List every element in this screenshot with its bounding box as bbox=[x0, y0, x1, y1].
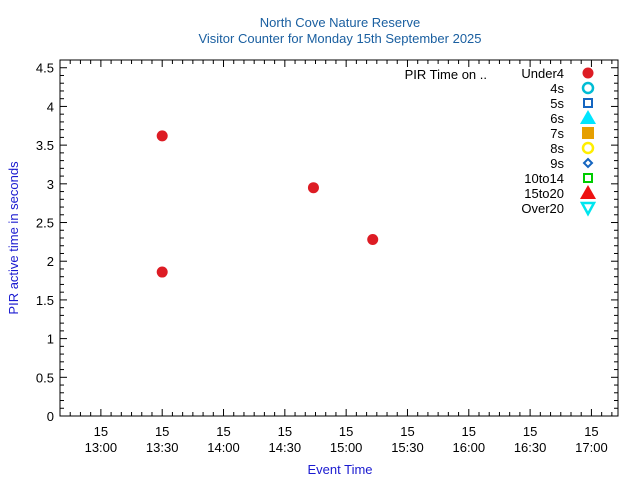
legend-label: 10to14 bbox=[524, 171, 564, 186]
x-tick-label-time: 17:00 bbox=[575, 440, 608, 455]
chart-subtitle: Visitor Counter for Monday 15th Septembe… bbox=[198, 31, 481, 46]
y-tick-label: 1 bbox=[47, 332, 54, 347]
chart-title: North Cove Nature Reserve bbox=[260, 15, 420, 30]
data-point bbox=[156, 130, 168, 142]
x-axis-label: Event Time bbox=[307, 462, 372, 477]
legend-marker bbox=[582, 67, 594, 79]
x-tick-label-time: 14:30 bbox=[269, 440, 302, 455]
y-tick-label: 3.5 bbox=[36, 138, 54, 153]
legend-label: 6s bbox=[550, 111, 564, 126]
x-tick-label-day: 15 bbox=[400, 424, 414, 439]
x-tick-label-day: 15 bbox=[584, 424, 598, 439]
legend-marker bbox=[583, 98, 593, 108]
legend-label: 15to20 bbox=[524, 186, 564, 201]
x-tick-label-day: 15 bbox=[155, 424, 169, 439]
y-tick-label: 2.5 bbox=[36, 216, 54, 231]
y-tick-label: 0.5 bbox=[36, 370, 54, 385]
legend-marker bbox=[581, 81, 595, 95]
y-axis: 0 0.5 1 1.5 2 2.5 3 3.5 4 4.5 bbox=[36, 61, 618, 424]
y-tick-label: 3 bbox=[47, 177, 54, 192]
legend-label: Over20 bbox=[521, 201, 564, 216]
legend-label: Under4 bbox=[521, 66, 564, 81]
legend-marker bbox=[582, 127, 594, 139]
legend: PIR Time on .. Under44s5s6s7s8s9s10to141… bbox=[405, 66, 597, 217]
legend-label: 9s bbox=[550, 156, 564, 171]
legend-marker bbox=[580, 110, 596, 124]
x-tick-label-day: 15 bbox=[462, 424, 476, 439]
x-tick-label-time: 16:30 bbox=[514, 440, 547, 455]
data-point bbox=[367, 234, 379, 246]
data-point bbox=[156, 266, 168, 278]
legend-marker bbox=[582, 157, 594, 169]
y-tick-label: 2 bbox=[47, 254, 54, 269]
y-tick-label: 4.5 bbox=[36, 61, 54, 76]
y-axis-label: PIR active time in seconds bbox=[6, 161, 21, 315]
legend-marker bbox=[581, 141, 595, 155]
x-tick-label-time: 14:00 bbox=[207, 440, 240, 455]
x-tick-label-day: 15 bbox=[278, 424, 292, 439]
legend-title: PIR Time on .. bbox=[405, 67, 487, 82]
x-tick-label-time: 13:30 bbox=[146, 440, 179, 455]
legend-marker bbox=[583, 173, 593, 183]
data-point bbox=[307, 182, 319, 194]
x-tick-label-time: 15:30 bbox=[391, 440, 424, 455]
x-tick-label-day: 15 bbox=[339, 424, 353, 439]
x-tick-label-day: 15 bbox=[94, 424, 108, 439]
legend-label: 8s bbox=[550, 141, 564, 156]
plot-frame bbox=[59, 59, 619, 417]
legend-marker bbox=[580, 185, 596, 199]
legend-label: 7s bbox=[550, 126, 564, 141]
y-tick-label: 1.5 bbox=[36, 293, 54, 308]
y-tick-label: 4 bbox=[47, 99, 54, 114]
x-tick-label-day: 15 bbox=[523, 424, 537, 439]
x-axis: 1513:001513:301514:001514:301515:001515:… bbox=[59, 60, 613, 455]
legend-label: 5s bbox=[550, 96, 564, 111]
legend-marker bbox=[579, 201, 597, 217]
x-tick-label-time: 15:00 bbox=[330, 440, 363, 455]
y-tick-label: 0 bbox=[47, 409, 54, 424]
data-points bbox=[156, 130, 379, 278]
x-tick-label-day: 15 bbox=[216, 424, 230, 439]
x-tick-label-time: 13:00 bbox=[85, 440, 118, 455]
x-tick-label-time: 16:00 bbox=[453, 440, 486, 455]
legend-label: 4s bbox=[550, 81, 564, 96]
